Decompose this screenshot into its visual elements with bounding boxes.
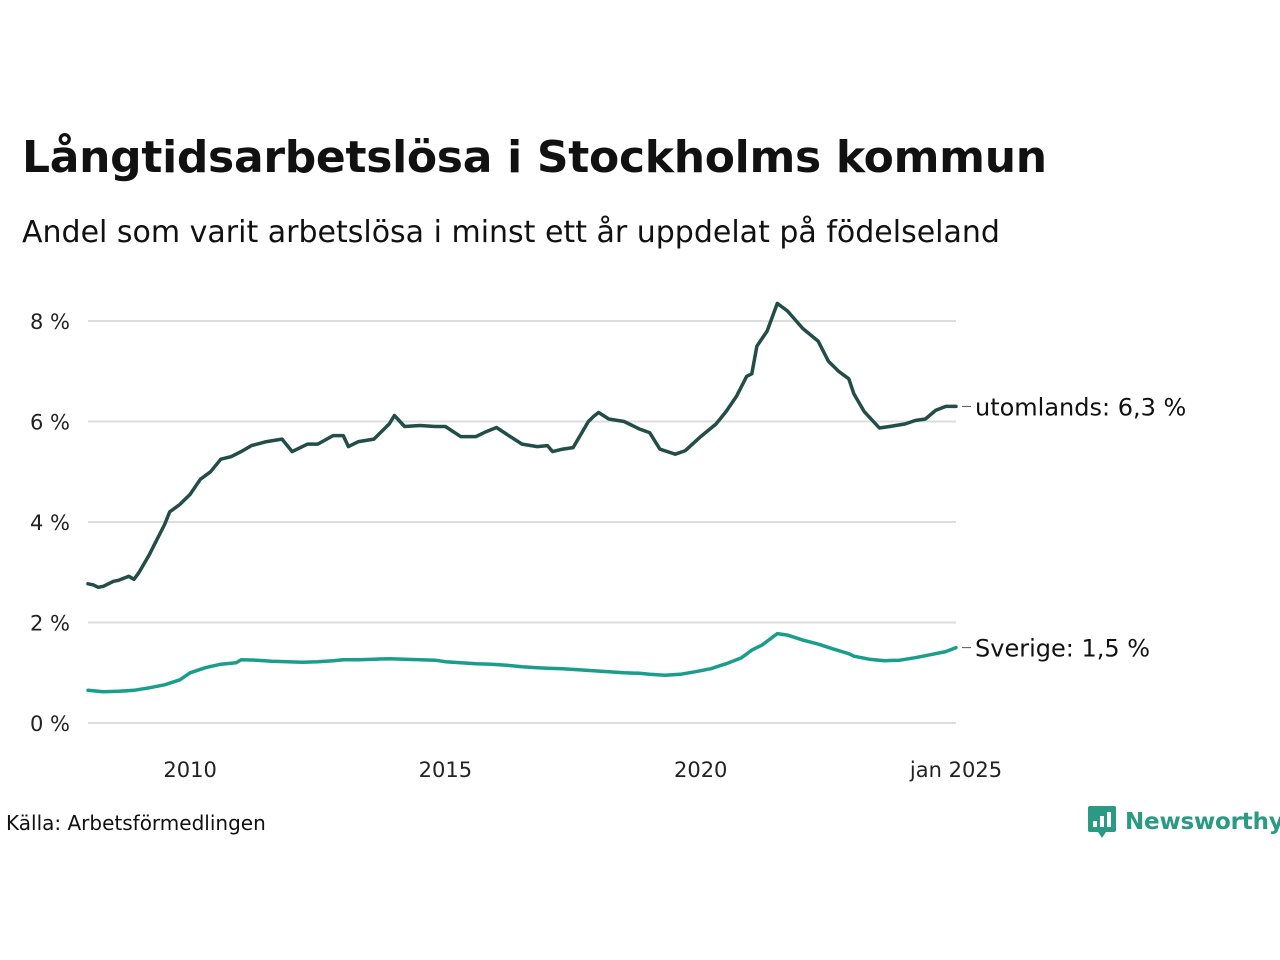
series-end-labels: utomlands: 6,3 % Sverige: 1,5 % xyxy=(962,393,1186,663)
chart-subtitle: Andel som varit arbetslösa i minst ett å… xyxy=(22,215,1000,250)
series-lines xyxy=(86,301,958,694)
x-tick-label: 2020 xyxy=(674,758,727,782)
y-tick-label: 8 % xyxy=(30,310,70,334)
series-line-utomlands xyxy=(86,301,958,590)
y-tick-label: 2 % xyxy=(30,612,70,636)
chart-title: Långtidsarbetslösa i Stockholms kommun xyxy=(22,132,1047,183)
source-note: Källa: Arbetsförmedlingen xyxy=(6,811,266,835)
gridlines xyxy=(88,320,956,724)
logo-text: Newsworthy xyxy=(1125,809,1280,835)
newsworthy-logo[interactable]: Newsworthy xyxy=(1087,804,1280,840)
series-end-label: utomlands: 6,3 % xyxy=(975,393,1186,421)
series-end-label: Sverige: 1,5 % xyxy=(975,635,1150,663)
x-tick-label: 2010 xyxy=(163,758,216,782)
newsworthy-logo-icon xyxy=(1088,806,1116,838)
y-tick-label: 6 % xyxy=(30,411,70,435)
x-tick-label: jan 2025 xyxy=(909,758,1002,782)
series-line-sverige xyxy=(86,631,958,694)
y-tick-label: 4 % xyxy=(30,511,70,535)
x-axis-ticks: 2010 2015 2020 jan 2025 xyxy=(163,758,1002,782)
x-tick-label: 2015 xyxy=(419,758,472,782)
y-tick-label: 0 % xyxy=(30,712,70,736)
y-axis-ticks: 0 % 2 % 4 % 6 % 8 % xyxy=(30,310,70,736)
